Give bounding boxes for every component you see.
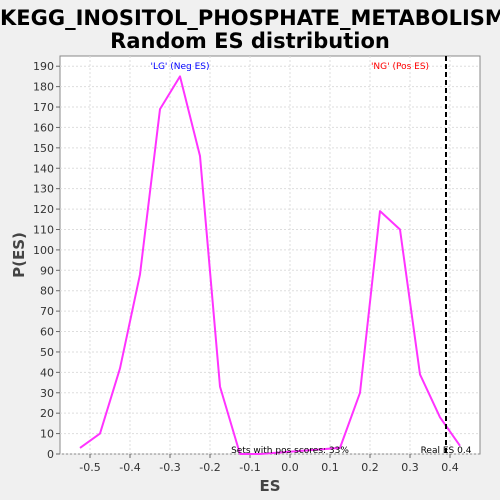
chart-title-line-1: KEGG_INOSITOL_PHOSPHATE_METABOLISM:	[0, 6, 500, 30]
y-tick-label: 20	[40, 407, 54, 420]
y-tick-label: 120	[33, 203, 54, 216]
x-tick-label: 0.1	[321, 461, 339, 474]
y-tick-label: 30	[40, 387, 54, 400]
x-tick-label: -0.1	[239, 461, 260, 474]
chart-title-line-2: Random ES distribution	[110, 29, 390, 53]
x-tick-label: -0.5	[79, 461, 100, 474]
x-tick-label: -0.3	[159, 461, 180, 474]
x-tick-label: 0.2	[361, 461, 379, 474]
y-tick-label: 130	[33, 183, 54, 196]
x-tick-label: 0.3	[401, 461, 419, 474]
y-tick-label: 100	[33, 244, 54, 257]
y-tick-label: 50	[40, 346, 54, 359]
y-tick-label: 110	[33, 223, 54, 236]
y-tick-label: 80	[40, 285, 54, 298]
real-es-label: Real ES 0.4	[421, 446, 472, 456]
y-tick-label: 10	[40, 428, 54, 441]
axis-ticks: 0 10 20 30 40 50 60 70 80 90 100 110 120 130 140 150 160…	[33, 60, 459, 474]
grid-lines	[60, 56, 480, 455]
series-line	[79, 75, 461, 455]
y-tick-label: 70	[40, 305, 54, 318]
series	[79, 75, 461, 455]
y-tick-label: 0	[47, 448, 54, 461]
annotation-pos-es: 'NG' (Pos ES)	[371, 62, 429, 72]
y-tick-label: 140	[33, 162, 54, 175]
y-axis-label: P(ES)	[10, 232, 28, 278]
x-tick-label: -0.4	[119, 461, 140, 474]
y-tick-label: 190	[33, 60, 54, 73]
annotation-neg-es: 'LG' (Neg ES)	[150, 62, 209, 72]
plot-area	[59, 55, 481, 455]
y-tick-label: 60	[40, 326, 54, 339]
x-tick-label: 0.4	[441, 461, 459, 474]
y-tick-label: 40	[40, 366, 54, 379]
y-tick-label: 90	[40, 264, 54, 277]
y-tick-label: 180	[33, 81, 54, 94]
y-tick-label: 150	[33, 142, 54, 155]
y-tick-label: 170	[33, 101, 54, 114]
x-tick-label: 0.0	[281, 461, 299, 474]
x-tick-label: -0.2	[199, 461, 220, 474]
y-tick-label: 160	[33, 121, 54, 134]
x-axis-label: ES	[259, 477, 280, 495]
annotation-pos-scores: Sets with pos scores: 33%	[231, 446, 349, 456]
